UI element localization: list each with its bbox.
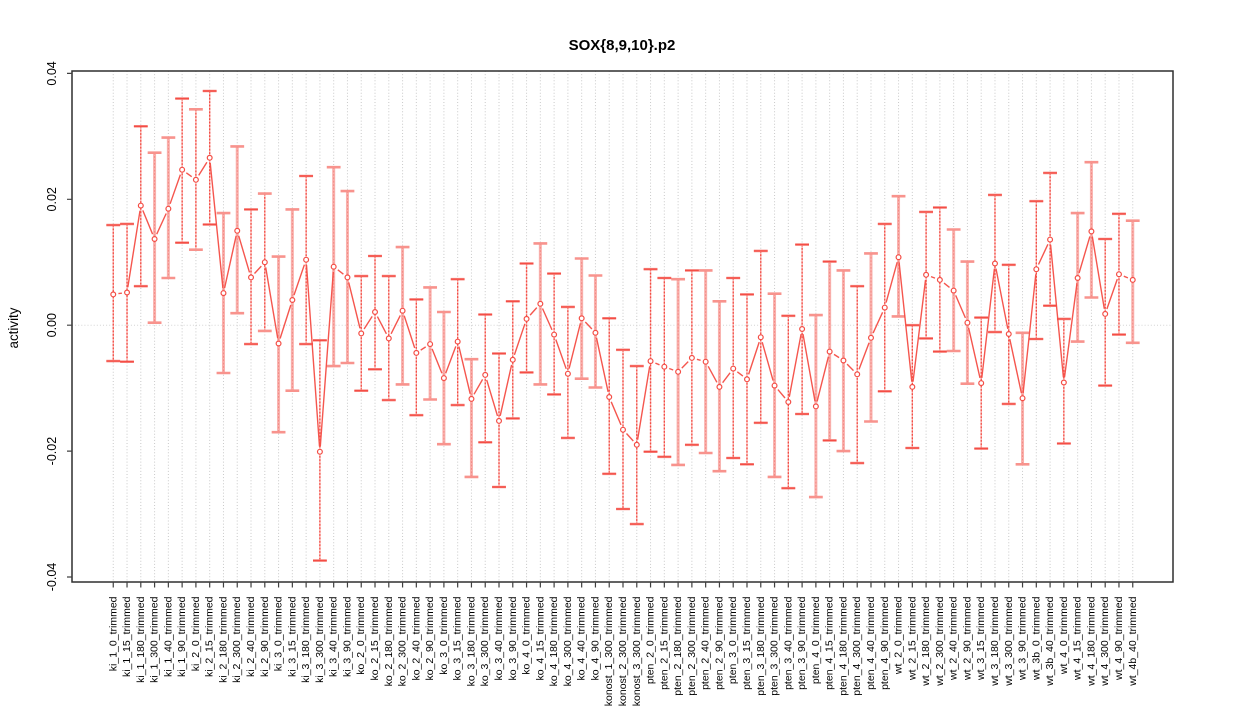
svg-text:pten_4_15_trimmed: pten_4_15_trimmed: [824, 596, 836, 690]
svg-text:wt_4_0_trimmed: wt_4_0_trimmed: [1058, 596, 1070, 675]
svg-text:ko_2_300_trimmed: ko_2_300_trimmed: [397, 596, 409, 686]
svg-text:pten_3_15_trimmed: pten_3_15_trimmed: [741, 596, 753, 690]
svg-text:wt_3_300_trimmed: wt_3_300_trimmed: [1003, 596, 1015, 686]
svg-text:ko_2_40_trimmed: ko_2_40_trimmed: [410, 596, 422, 680]
svg-text:wt_2_0_trimmed: wt_2_0_trimmed: [893, 596, 905, 675]
svg-text:0.00: 0.00: [45, 313, 59, 337]
svg-text:pten_4_0_trimmed: pten_4_0_trimmed: [810, 596, 822, 684]
svg-text:ki_1_15_trimmed: ki_1_15_trimmed: [121, 596, 133, 677]
svg-text:wt_4_180_trimmed: wt_4_180_trimmed: [1085, 596, 1097, 686]
svg-text:ko_2_15_trimmed: ko_2_15_trimmed: [369, 596, 381, 680]
svg-text:wt_3b_40_trimmed: wt_3b_40_trimmed: [1044, 596, 1056, 686]
svg-text:wt_2_40_trimmed: wt_2_40_trimmed: [948, 596, 960, 681]
svg-text:ki_2_300_trimmed: ki_2_300_trimmed: [231, 596, 243, 683]
svg-text:wt_4_15_trimmed: wt_4_15_trimmed: [1072, 596, 1084, 681]
svg-text:ki_2_0_trimmed: ki_2_0_trimmed: [190, 596, 202, 671]
svg-text:ki_3_0_trimmed: ki_3_0_trimmed: [273, 596, 285, 671]
svg-text:activity: activity: [6, 307, 21, 348]
svg-text:pten_2_300_trimmed: pten_2_300_trimmed: [686, 596, 698, 695]
svg-text:konost_3_300_trimmed: konost_3_300_trimmed: [631, 596, 643, 706]
svg-text:pten_3_180_trimmed: pten_3_180_trimmed: [755, 596, 767, 695]
svg-text:wt_4_90_trimmed: wt_4_90_trimmed: [1113, 596, 1125, 681]
svg-text:pten_2_15_trimmed: pten_2_15_trimmed: [658, 596, 670, 690]
svg-text:wt_3_180_trimmed: wt_3_180_trimmed: [989, 596, 1001, 686]
svg-text:wt_2_15_trimmed: wt_2_15_trimmed: [906, 596, 918, 681]
svg-text:pten_2_90_trimmed: pten_2_90_trimmed: [713, 596, 725, 690]
svg-text:pten_4_300_trimmed: pten_4_300_trimmed: [851, 596, 863, 695]
svg-text:pten_3_90_trimmed: pten_3_90_trimmed: [796, 596, 808, 690]
svg-text:ko_4_300_trimmed: ko_4_300_trimmed: [562, 596, 574, 686]
svg-text:ko_2_180_trimmed: ko_2_180_trimmed: [383, 596, 395, 686]
svg-text:ki_2_40_trimmed: ki_2_40_trimmed: [245, 596, 257, 677]
svg-text:ki_3_300_trimmed: ki_3_300_trimmed: [314, 596, 326, 683]
svg-text:ki_2_90_trimmed: ki_2_90_trimmed: [259, 596, 271, 677]
svg-text:ki_2_15_trimmed: ki_2_15_trimmed: [204, 596, 216, 677]
svg-text:ki_3_180_trimmed: ki_3_180_trimmed: [300, 596, 312, 683]
svg-text:ko_3_15_trimmed: ko_3_15_trimmed: [452, 596, 464, 680]
svg-text:pten_3_40_trimmed: pten_3_40_trimmed: [782, 596, 794, 690]
svg-text:konost_1_300_trimmed: konost_1_300_trimmed: [603, 596, 615, 706]
svg-text:ko_4_180_trimmed: ko_4_180_trimmed: [548, 596, 560, 686]
svg-text:ki_1_300_trimmed: ki_1_300_trimmed: [149, 596, 161, 683]
svg-text:wt_4b_40_trimmed: wt_4b_40_trimmed: [1127, 596, 1139, 686]
svg-text:pten_2_40_trimmed: pten_2_40_trimmed: [700, 596, 712, 690]
svg-text:pten_4_40_trimmed: pten_4_40_trimmed: [865, 596, 877, 690]
svg-text:wt_2_300_trimmed: wt_2_300_trimmed: [934, 596, 946, 686]
svg-text:pten_2_180_trimmed: pten_2_180_trimmed: [672, 596, 684, 695]
svg-text:-0.04: -0.04: [45, 563, 59, 592]
svg-text:ko_3_0_trimmed: ko_3_0_trimmed: [438, 596, 450, 674]
svg-text:0.04: 0.04: [45, 61, 59, 85]
svg-text:wt_2_90_trimmed: wt_2_90_trimmed: [961, 596, 973, 681]
svg-text:-0.02: -0.02: [45, 437, 59, 466]
svg-text:ki_2_180_trimmed: ki_2_180_trimmed: [217, 596, 229, 683]
svg-text:ko_3_180_trimmed: ko_3_180_trimmed: [465, 596, 477, 686]
svg-text:pten_3_300_trimmed: pten_3_300_trimmed: [769, 596, 781, 695]
svg-text:pten_4_180_trimmed: pten_4_180_trimmed: [837, 596, 849, 695]
svg-text:wt_3b_0_trimmed: wt_3b_0_trimmed: [1030, 596, 1042, 681]
svg-text:pten_3_0_trimmed: pten_3_0_trimmed: [727, 596, 739, 684]
svg-text:ko_2_0_trimmed: ko_2_0_trimmed: [355, 596, 367, 674]
svg-text:ko_4_40_trimmed: ko_4_40_trimmed: [576, 596, 588, 680]
svg-text:ki_1_0_trimmed: ki_1_0_trimmed: [107, 596, 119, 671]
svg-text:ko_3_300_trimmed: ko_3_300_trimmed: [479, 596, 491, 686]
svg-text:ko_4_15_trimmed: ko_4_15_trimmed: [534, 596, 546, 680]
svg-text:0.02: 0.02: [45, 187, 59, 211]
svg-text:ko_4_0_trimmed: ko_4_0_trimmed: [521, 596, 533, 674]
svg-text:ki_1_180_trimmed: ki_1_180_trimmed: [135, 596, 147, 683]
svg-text:ki_3_40_trimmed: ki_3_40_trimmed: [328, 596, 340, 677]
svg-text:ko_3_40_trimmed: ko_3_40_trimmed: [493, 596, 505, 680]
svg-text:ko_3_90_trimmed: ko_3_90_trimmed: [507, 596, 519, 680]
svg-text:konost_2_300_trimmed: konost_2_300_trimmed: [617, 596, 629, 706]
svg-text:ki_3_90_trimmed: ki_3_90_trimmed: [341, 596, 353, 677]
svg-text:ki_1_90_trimmed: ki_1_90_trimmed: [176, 596, 188, 677]
svg-text:wt_2_180_trimmed: wt_2_180_trimmed: [920, 596, 932, 686]
svg-text:wt_4_300_trimmed: wt_4_300_trimmed: [1099, 596, 1111, 686]
svg-text:ki_3_15_trimmed: ki_3_15_trimmed: [286, 596, 298, 677]
svg-text:wt_3_90_trimmed: wt_3_90_trimmed: [1017, 596, 1029, 681]
svg-text:pten_2_0_trimmed: pten_2_0_trimmed: [645, 596, 657, 684]
svg-text:wt_3_15_trimmed: wt_3_15_trimmed: [975, 596, 987, 681]
svg-text:pten_4_90_trimmed: pten_4_90_trimmed: [879, 596, 891, 690]
svg-text:ko_4_90_trimmed: ko_4_90_trimmed: [589, 596, 601, 680]
svg-text:ki_1_40_trimmed: ki_1_40_trimmed: [162, 596, 174, 677]
svg-text:ko_2_90_trimmed: ko_2_90_trimmed: [424, 596, 436, 680]
svg-text:SOX{8,9,10}.p2: SOX{8,9,10}.p2: [569, 37, 676, 54]
